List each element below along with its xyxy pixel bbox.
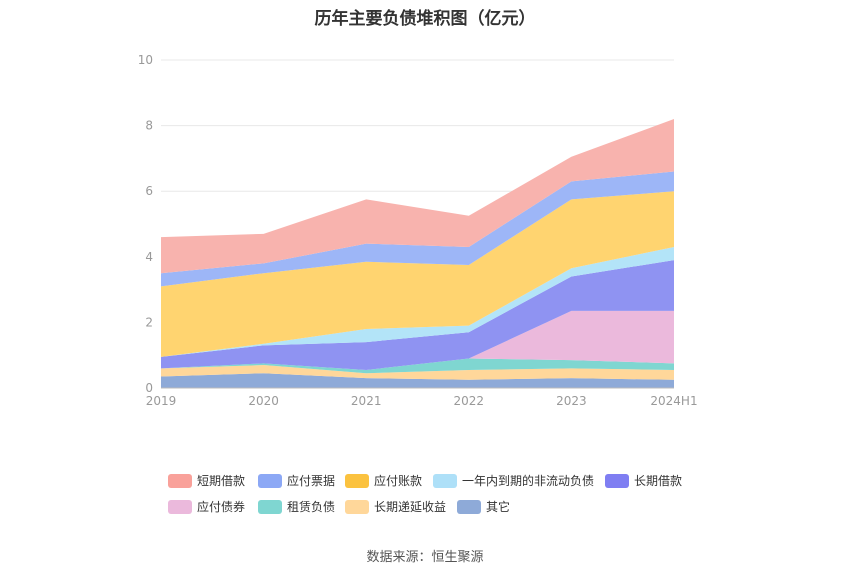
legend-label: 应付票据 — [287, 474, 336, 488]
y-tick-label: 6 — [145, 184, 153, 198]
chart-title: 历年主要负债堆积图（亿元） — [314, 9, 536, 29]
x-tick-label: 2019 — [146, 394, 177, 408]
stacked-area-chart: 0 2 4 6 8 10 2019 2020 2021 2022 2023 2024H1 — [138, 53, 698, 408]
legend-item-other[interactable]: 其它 — [457, 498, 510, 515]
legend-item-bonds-payable[interactable]: 应付债券 — [168, 498, 245, 515]
legend-swatch — [258, 473, 282, 488]
legend-label: 短期借款 — [197, 474, 246, 488]
legend-item-deferred-income[interactable]: 长期递延收益 — [345, 498, 446, 515]
area-series — [161, 310, 674, 370]
legend-item-accounts-payable[interactable]: 应付账款 — [345, 472, 422, 489]
legend-label: 长期借款 — [634, 474, 683, 488]
legend-item-short-term-loans[interactable]: 短期借款 — [168, 472, 245, 489]
area-series — [161, 373, 674, 388]
legend-label: 租赁负债 — [287, 500, 336, 514]
legend-label: 应付账款 — [374, 474, 423, 488]
x-tick-label: 2022 — [454, 394, 485, 408]
y-tick-label: 10 — [138, 53, 153, 67]
legend-swatch — [433, 473, 457, 488]
area-series — [161, 246, 674, 357]
y-tick-label: 0 — [145, 381, 153, 395]
legend-swatch — [605, 473, 629, 488]
area-series — [161, 171, 674, 287]
legend-swatch — [258, 499, 282, 514]
y-tick-label: 2 — [145, 315, 153, 329]
legend-swatch — [457, 499, 481, 514]
legend-item-lease-liabilities[interactable]: 租赁负债 — [258, 498, 335, 515]
legend-swatch — [168, 499, 192, 514]
area-series — [161, 365, 674, 380]
legend-item-long-term-loans[interactable]: 长期借款 — [605, 472, 682, 489]
legend-label: 一年内到期的非流动负债 — [462, 474, 595, 488]
legend-label: 长期递延收益 — [374, 500, 447, 514]
legend-swatch — [345, 499, 369, 514]
y-tick-label: 8 — [145, 119, 153, 133]
y-tick-label: 4 — [145, 250, 153, 264]
legend-label: 其它 — [486, 500, 511, 514]
legend-swatch — [168, 473, 192, 488]
legend-label: 应付债券 — [197, 500, 246, 514]
x-tick-label: 2021 — [351, 394, 382, 408]
area-series — [161, 191, 674, 357]
legend-item-current-portion-noncurrent[interactable]: 一年内到期的非流动负债 — [433, 472, 594, 489]
x-tick-label: 2024H1 — [650, 394, 697, 408]
area-series — [161, 119, 674, 274]
x-tick-label: 2023 — [556, 394, 587, 408]
legend-item-notes-payable[interactable]: 应付票据 — [258, 472, 335, 489]
area-series — [161, 260, 674, 370]
data-source-note: 数据来源：恒生聚源 — [366, 550, 484, 565]
x-tick-label: 2020 — [248, 394, 279, 408]
area-series — [161, 358, 674, 374]
legend-swatch — [345, 473, 369, 488]
